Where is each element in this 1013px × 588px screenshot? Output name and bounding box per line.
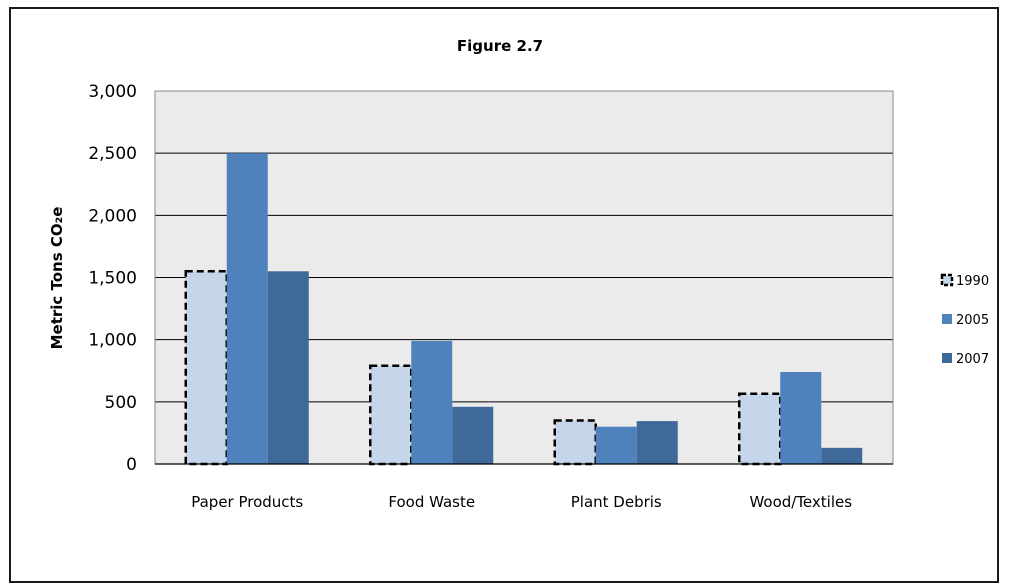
bar-2005-1 bbox=[411, 340, 453, 464]
bar-2007-1 bbox=[452, 406, 494, 464]
legend-label-2005: 2005 bbox=[956, 313, 989, 328]
bar-2005-3 bbox=[780, 371, 822, 464]
y-axis-title: Metric Tons CO₂e bbox=[48, 207, 66, 350]
bar-1990-2 bbox=[553, 419, 597, 466]
bar-1990-3 bbox=[738, 392, 782, 466]
y-tick-label: 2,000 bbox=[88, 206, 137, 226]
legend-swatch-1990 bbox=[940, 273, 954, 287]
x-tick-label: Paper Products bbox=[191, 493, 303, 511]
legend-label-2007: 2007 bbox=[956, 352, 989, 367]
chart-title: Figure 2.7 bbox=[457, 37, 543, 55]
bar-2005-0 bbox=[226, 153, 268, 464]
y-tick-label: 0 bbox=[126, 455, 137, 475]
legend-swatch-2007 bbox=[942, 353, 952, 363]
legend-swatch-2005 bbox=[942, 314, 952, 324]
y-tick-label: 2,500 bbox=[88, 144, 137, 164]
x-tick-label: Plant Debris bbox=[571, 493, 662, 511]
x-tick-label: Wood/Textiles bbox=[749, 493, 852, 511]
y-tick-label: 500 bbox=[105, 393, 137, 413]
y-tick-label: 3,000 bbox=[88, 82, 137, 102]
bar-2005-2 bbox=[595, 426, 637, 464]
y-tick-label: 1,000 bbox=[88, 331, 137, 351]
bar-1990-0 bbox=[184, 270, 228, 466]
bar-2007-0 bbox=[267, 271, 309, 464]
bar-1990-1 bbox=[369, 364, 413, 466]
bar-2007-2 bbox=[636, 421, 678, 464]
x-tick-label: Food Waste bbox=[388, 493, 475, 511]
y-tick-label: 1,500 bbox=[88, 269, 137, 289]
bar-2007-3 bbox=[821, 447, 863, 464]
legend-label-1990: 1990 bbox=[956, 274, 989, 289]
